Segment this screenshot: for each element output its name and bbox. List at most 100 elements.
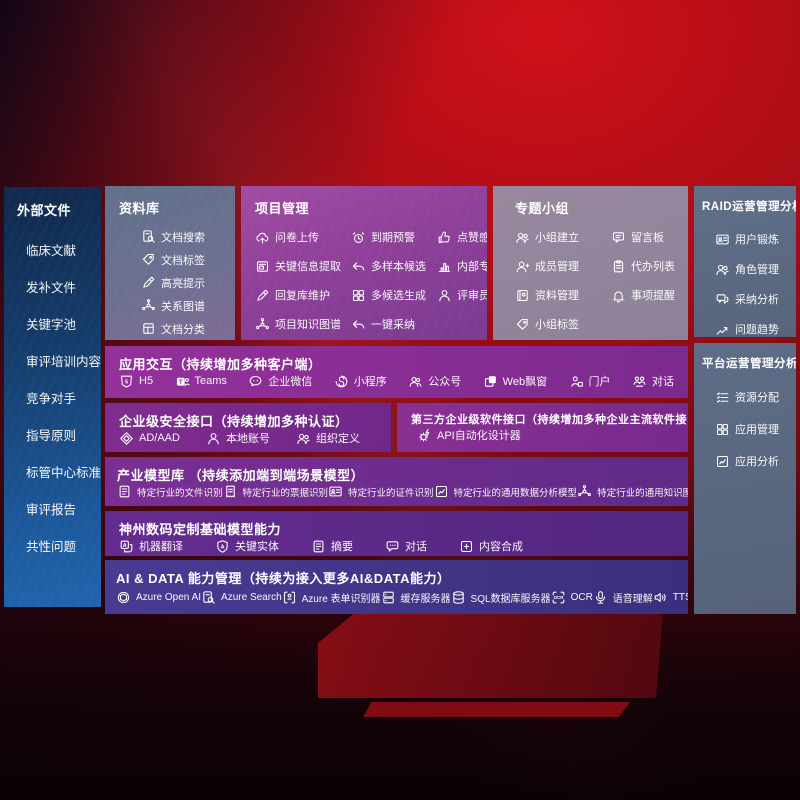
feature-h5[interactable]: 5 H5 — [119, 374, 153, 389]
feature-pub[interactable]: 公众号 — [408, 373, 461, 389]
feature-doc-extract[interactable]: 关键信息提取 — [255, 258, 351, 274]
feature-doc-classify[interactable]: 文档分类 — [141, 317, 235, 340]
sidebar-item[interactable]: 标管中心标准 — [17, 453, 101, 490]
sidebar-item[interactable]: 审评培训内容 — [17, 342, 101, 379]
feature-network[interactable]: 项目知识图谱 — [255, 316, 351, 332]
ocr-icon: OCR — [551, 590, 566, 605]
feature-ind-doc[interactable]: 特定行业的文件识别 — [117, 484, 223, 499]
feature-label: 应用管理 — [735, 424, 779, 436]
ind-doc-icon — [117, 484, 132, 499]
feature-person-plus[interactable]: 成员管理 — [515, 258, 611, 274]
sidebar-item[interactable]: 临床文献 — [17, 231, 101, 268]
sidebar-item[interactable]: 关键字池 — [17, 305, 101, 342]
band-title: 企业级安全接口（持续增加多种认证） — [119, 414, 349, 429]
sidebar-item[interactable]: 发补文件 — [17, 268, 101, 305]
feature-portal[interactable]: 门户 — [569, 373, 611, 389]
feature-label: 关键实体 — [235, 541, 279, 553]
feature-label: OCR — [570, 592, 593, 603]
doc-search-icon — [141, 229, 156, 244]
feature-id-card[interactable]: 特定行业的证件识别 — [328, 484, 434, 499]
feature-grid4[interactable]: 多候选生成 — [351, 287, 437, 303]
band-title: 产业模型库 （持续添加端到端场景模型） — [117, 468, 365, 483]
feature-teams[interactable]: T Teams — [175, 374, 227, 389]
feature-webwin[interactable]: Web飘窗 — [483, 373, 547, 389]
feature-openai[interactable]: Azure Open AI — [116, 590, 201, 605]
base-model-row: A 机器翻译 A 关键实体 摘要 对话 内容合成 — [119, 538, 674, 554]
feature-azure-form[interactable]: Azure 表单识别器 — [282, 590, 381, 605]
feature-label: 门户 — [588, 376, 611, 388]
feature-entity-shield[interactable]: A 关键实体 — [215, 538, 279, 554]
dialog-people-icon — [632, 374, 647, 389]
feature-ad[interactable]: AD/AAD — [119, 431, 180, 446]
feature-chat-qa[interactable]: 采纳分析 — [715, 284, 792, 314]
feature-label: API自动化设计器 — [437, 430, 521, 442]
feature-id-card[interactable]: 用户锻炼 — [715, 224, 792, 254]
feature-alarm[interactable]: 到期预警 — [351, 229, 437, 245]
feature-label: 资料管理 — [535, 290, 579, 302]
svg-text:5: 5 — [125, 379, 128, 385]
sidebar-item[interactable]: 审评报告 — [17, 490, 101, 527]
feature-cache-server[interactable]: 缓存服务器 — [381, 590, 451, 605]
feature-tag[interactable]: 小组标签 — [515, 316, 611, 332]
clipboard-icon — [611, 259, 626, 274]
feature-arrow-back[interactable]: 多样本候选 — [351, 258, 437, 274]
feature-thumb[interactable]: 点赞感谢 — [437, 229, 487, 245]
feature-app-chart[interactable]: 应用分析 — [715, 445, 792, 477]
sidebar-item[interactable]: 共性问题 — [17, 527, 101, 564]
feature-label: 应用分析 — [735, 456, 779, 468]
feature-album[interactable]: 资料管理 — [515, 287, 611, 303]
entity-shield-icon: A — [215, 539, 230, 554]
feature-speaker[interactable]: TTS — [653, 590, 688, 605]
feature-arrow-back[interactable]: 一键采纳 — [351, 316, 437, 332]
wecom-icon — [248, 374, 263, 389]
feature-trend[interactable]: 问题趋势 — [715, 314, 792, 337]
feature-sql-db[interactable]: SQL数据库服务器 — [451, 590, 551, 605]
feature-api[interactable]: API自动化设计器 — [417, 427, 521, 443]
feature-bbs[interactable]: 留言板 — [611, 229, 678, 245]
feature-pen[interactable]: 回复库维护 — [255, 287, 351, 303]
feature-person[interactable]: 本地账号 — [206, 430, 270, 446]
rank-icon — [437, 259, 452, 274]
feature-network[interactable]: 特定行业的通用知识图谱模型 — [577, 484, 688, 499]
feature-label: H5 — [139, 375, 154, 387]
feature-chat-dots[interactable]: 对话 — [385, 538, 427, 554]
list-check-icon — [715, 390, 730, 405]
sidebar-item[interactable]: 指导原则 — [17, 416, 101, 453]
feature-people[interactable]: 组织定义 — [296, 430, 360, 446]
background-shape — [318, 612, 663, 698]
feature-translate[interactable]: A 机器翻译 — [119, 538, 183, 554]
feature-grid4[interactable]: 应用管理 — [715, 413, 792, 445]
feature-clipboard[interactable]: 代办列表 — [611, 258, 678, 274]
feature-label: 关键信息提取 — [275, 261, 341, 273]
feature-ind-doc[interactable]: 摘要 — [311, 538, 353, 554]
feature-list-check[interactable]: 资源分配 — [715, 381, 792, 413]
feature-label: 本地账号 — [225, 433, 270, 445]
chat-dots-icon — [385, 539, 400, 554]
app-chart-icon — [434, 484, 449, 499]
feature-label: Azure 表单识别器 — [301, 594, 381, 605]
feature-label: 特定行业的通用数据分析模型 — [453, 487, 578, 499]
feature-pen[interactable]: 高亮提示 — [141, 271, 235, 294]
feature-cloud-up[interactable]: 问卷上传 — [255, 229, 351, 245]
feature-network[interactable]: 关系图谱 — [141, 294, 235, 317]
feature-wecom[interactable]: 企业微信 — [248, 373, 312, 389]
feature-person[interactable]: 评审员画像 — [437, 287, 487, 303]
feature-doc-search[interactable]: 文档搜索 — [141, 225, 235, 248]
feature-label: 留言板 — [631, 232, 664, 244]
feature-doc-search[interactable]: Azure Search — [201, 590, 282, 605]
doc-extract-icon — [255, 259, 270, 274]
feature-people[interactable]: 小组建立 — [515, 229, 611, 245]
feature-bell[interactable]: 事项提醒 — [611, 287, 678, 303]
feature-app-chart[interactable]: 特定行业的通用数据分析模型 — [434, 484, 578, 499]
feature-mic[interactable]: 语音理解 — [593, 590, 653, 605]
feature-miniapp[interactable]: 小程序 — [334, 373, 387, 389]
feature-ind-bill[interactable]: 特定行业的票据识别 — [223, 484, 328, 499]
feature-ocr[interactable]: OCR OCR — [551, 590, 593, 605]
feature-rank[interactable]: 内部专家排名 — [437, 258, 487, 274]
feature-people[interactable]: 角色管理 — [715, 254, 792, 284]
feature-tag[interactable]: 文档标签 — [141, 248, 235, 271]
feature-compose[interactable]: 内容合成 — [459, 538, 523, 554]
sidebar-item[interactable]: 竞争对手 — [17, 379, 101, 416]
feature-dialog-people[interactable]: 对话 — [632, 373, 674, 389]
